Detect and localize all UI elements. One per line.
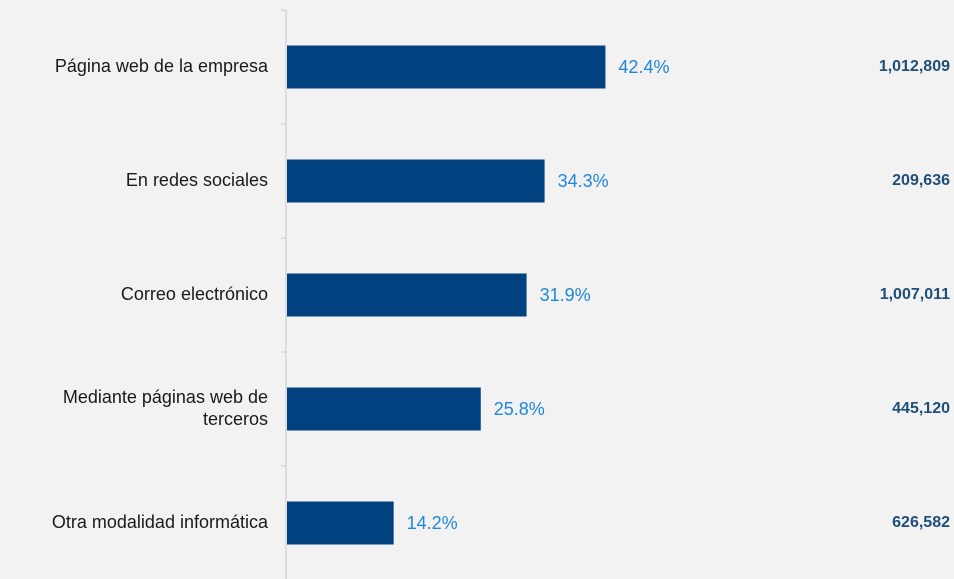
bar [287, 45, 606, 89]
category-label: En redes sociales [126, 170, 268, 190]
total-label: 626,582 [892, 514, 950, 531]
data-label: 42.4% [618, 57, 669, 77]
total-label: 1,012,809 [879, 58, 950, 75]
category-label: Página web de la empresa [55, 56, 269, 76]
bar [287, 159, 545, 203]
total-label: 209,636 [892, 172, 950, 189]
data-label: 14.2% [407, 513, 458, 533]
category-label: Correo electrónico [121, 284, 268, 304]
data-label: 31.9% [540, 285, 591, 305]
total-labels: 1,012,809 209,636 1,007,011 445,120 626,582 [879, 58, 950, 531]
data-label: 34.3% [558, 171, 609, 191]
axis-ticks [281, 9, 286, 467]
bar [287, 273, 527, 317]
category-label: terceros [203, 409, 268, 429]
total-label: 445,120 [892, 400, 950, 417]
data-label: 25.8% [494, 399, 545, 419]
category-labels: Página web de la empresa En redes sociale… [52, 56, 269, 532]
total-label: 1,007,011 [880, 286, 950, 303]
category-label: Otra modalidad informática [52, 512, 269, 532]
bar [287, 387, 481, 431]
category-label: Mediante páginas web de [63, 387, 268, 407]
bar [287, 501, 394, 545]
value-labels: 42.4% 34.3% 31.9% 25.8% 14.2% [407, 57, 670, 533]
bars-group [287, 45, 606, 545]
